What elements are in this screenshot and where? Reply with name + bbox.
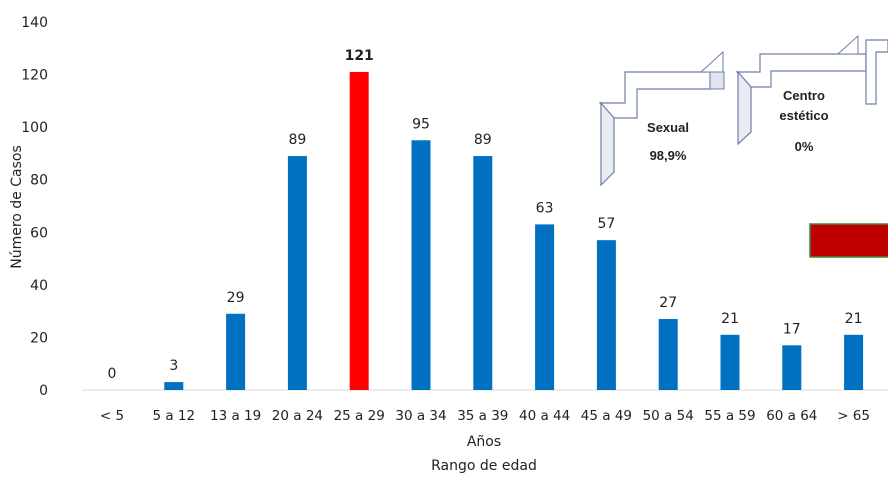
y-tick-label: 60 <box>30 225 48 241</box>
data-label: 27 <box>659 295 677 311</box>
callout-sexual-line-2: 98,9% <box>650 148 687 163</box>
y-tick-label: 20 <box>30 330 48 346</box>
y-tick-label: 0 <box>39 383 48 399</box>
data-label: 17 <box>783 321 801 337</box>
bar <box>411 140 431 390</box>
bar <box>349 71 369 390</box>
callout-centro-estetico: Centro estético 0% <box>735 34 867 154</box>
data-label: 21 <box>721 311 739 327</box>
y-axis-title: Número de Casos <box>9 145 25 269</box>
data-label: 89 <box>288 132 306 148</box>
data-label: 89 <box>474 132 492 148</box>
x-tick-label: 60 a 64 <box>766 408 817 424</box>
bar <box>473 156 493 390</box>
bar <box>164 382 184 390</box>
y-tick-label: 120 <box>21 68 48 84</box>
x-axis-ticks: < 5 5 a 12 13 a 19 20 a 24 25 a 29 30 a 34 35 … <box>100 408 870 424</box>
data-label: 29 <box>227 290 245 306</box>
x-tick-label: 40 a 44 <box>519 408 570 424</box>
bar <box>535 224 555 390</box>
x-tick-label: > 65 <box>837 408 870 424</box>
x-tick-label: < 5 <box>100 408 124 424</box>
data-label: 57 <box>597 216 615 232</box>
bar <box>782 345 802 390</box>
x-tick-label: 5 a 12 <box>152 408 195 424</box>
callout-sexual-line-1: Sexual <box>647 120 689 135</box>
y-tick-label: 140 <box>21 15 48 31</box>
callout-centro-line-3: 0% <box>795 139 814 154</box>
y-axis-ticks: 0 20 40 60 80 100 120 140 <box>21 15 48 399</box>
data-label: 21 <box>845 311 863 327</box>
callout-centro-line-2: estético <box>779 108 828 123</box>
x-tick-label: 25 a 29 <box>334 408 385 424</box>
data-label: 63 <box>536 200 554 216</box>
y-tick-label: 40 <box>30 278 48 294</box>
data-labels: 0 3 29 89 121 95 89 63 57 27 21 17 21 <box>108 48 863 382</box>
data-label: 121 <box>345 48 374 64</box>
x-tick-label: 50 a 54 <box>643 408 694 424</box>
bars <box>164 71 864 390</box>
x-tick-label: 20 a 24 <box>272 408 323 424</box>
x-axis-title: Años <box>467 434 501 450</box>
bar <box>720 334 740 390</box>
callout-centro-line-1: Centro <box>783 88 825 103</box>
x-tick-label: 45 a 49 <box>581 408 632 424</box>
bar <box>844 334 864 390</box>
x-tick-label: 30 a 34 <box>395 408 446 424</box>
y-tick-label: 80 <box>30 173 48 189</box>
bar <box>658 319 678 390</box>
data-label: 3 <box>169 358 178 374</box>
callout-sexual: Sexual 98,9% <box>598 50 725 187</box>
data-label: 95 <box>412 116 430 132</box>
bar <box>596 240 616 390</box>
callout-partial <box>865 39 888 105</box>
bar <box>226 313 246 390</box>
x-axis-subtitle: Rango de edad <box>431 458 537 474</box>
y-tick-label: 100 <box>21 120 48 136</box>
data-label: 0 <box>108 366 117 382</box>
red-swatch <box>809 223 888 258</box>
x-tick-label: 35 a 39 <box>457 408 508 424</box>
x-tick-label: 55 a 59 <box>704 408 755 424</box>
bar <box>287 156 307 390</box>
x-tick-label: 13 a 19 <box>210 408 261 424</box>
